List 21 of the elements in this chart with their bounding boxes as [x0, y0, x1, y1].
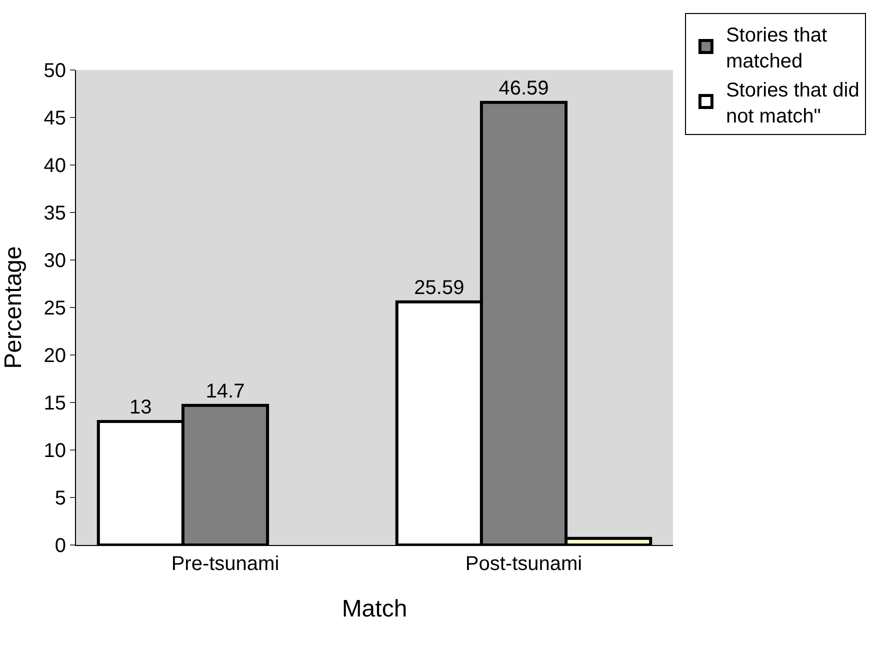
data-label: 14.7 — [206, 380, 245, 402]
y-tick-label: 40 — [44, 155, 66, 177]
x-axis-title: Match — [342, 595, 408, 622]
y-tick-label: 35 — [44, 202, 66, 224]
y-tick-label: 25 — [44, 298, 66, 320]
y-tick-label: 50 — [44, 60, 66, 82]
y-tick-label: 45 — [44, 108, 66, 130]
legend-label: Stories that matched — [726, 24, 828, 72]
y-tick-label: 20 — [44, 345, 66, 367]
y-tick-label: 5 — [54, 488, 66, 510]
data-label: 46.59 — [498, 77, 549, 100]
x-tick-label: Pre-tsunami — [171, 553, 280, 575]
y-axis-title: Percentage — [0, 246, 27, 369]
y-tick-label: 0 — [54, 535, 66, 557]
legend-label: Stories that did not match" — [726, 79, 860, 128]
y-tick-label: 15 — [44, 392, 66, 414]
y-tick-label: 30 — [44, 250, 66, 272]
data-label: 25.59 — [414, 276, 464, 299]
x-tick-label: Post-tsunami — [465, 553, 582, 575]
y-tick-label: 10 — [44, 440, 66, 462]
data-label: 13 — [130, 396, 152, 418]
